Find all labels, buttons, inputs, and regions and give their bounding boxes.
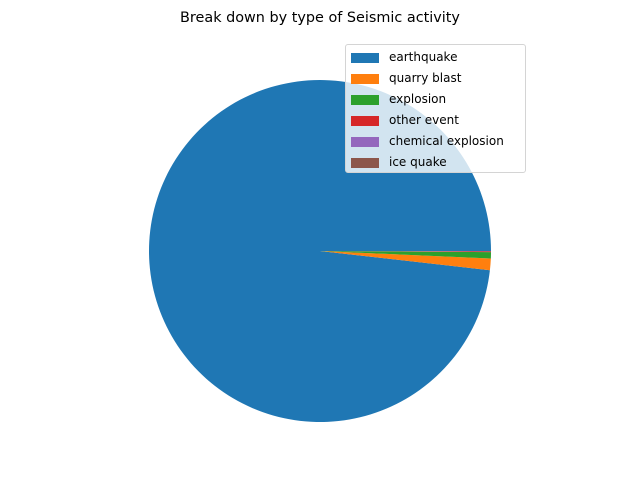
legend-swatch	[351, 158, 379, 168]
legend-item: quarry blast	[346, 70, 527, 91]
legend-label: quarry blast	[389, 71, 462, 85]
pie-slice-explosion	[320, 251, 491, 259]
legend-label: explosion	[389, 92, 447, 106]
chart-title: Break down by type of Seismic activity	[180, 10, 460, 26]
legend-swatch	[351, 95, 379, 105]
legend-label: ice quake	[389, 155, 447, 169]
legend-item: earthquake	[346, 49, 527, 70]
legend-item: ice quake	[346, 154, 527, 175]
legend-swatch	[351, 137, 379, 147]
chart-legend: earthquake quarry blast explosion other eve…	[345, 44, 526, 173]
pie-slice-chemical-explosion	[320, 251, 491, 252]
legend-swatch	[351, 74, 379, 84]
legend-item: chemical explosion	[346, 133, 527, 154]
legend-label: other event	[389, 113, 459, 127]
legend-swatch	[351, 53, 379, 63]
legend-label: earthquake	[389, 50, 458, 64]
pie-slice-quarry-blast	[320, 251, 491, 271]
legend-item: other event	[346, 112, 527, 133]
legend-label: chemical explosion	[389, 134, 504, 148]
legend-swatch	[351, 116, 379, 126]
legend-item: explosion	[346, 91, 527, 112]
pie-slice-other-event	[320, 251, 491, 253]
